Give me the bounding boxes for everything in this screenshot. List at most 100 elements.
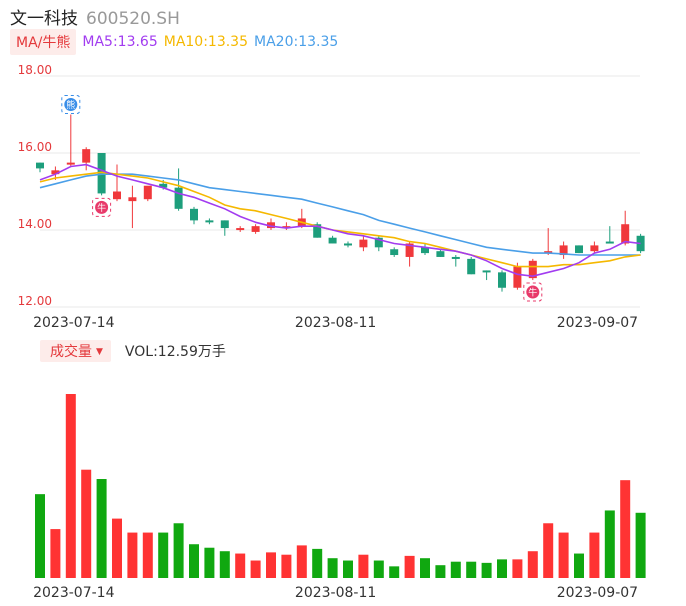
candle-body: [482, 270, 491, 273]
volume-bar: [420, 558, 430, 578]
candle: [451, 255, 460, 267]
candle: [267, 218, 275, 230]
volume-bar: [204, 547, 215, 578]
candle: [344, 241, 352, 248]
candle-body: [205, 220, 214, 223]
candle: [236, 226, 245, 232]
volume-bar: [127, 532, 138, 578]
volume-bar: [574, 553, 584, 578]
ma10-legend: MA10:13.35: [163, 34, 249, 50]
candle-body: [66, 162, 75, 165]
candle-body: [528, 260, 537, 279]
ma10-line: [39, 171, 641, 268]
x-tick-label: 2023-09-07: [557, 315, 638, 331]
y-tick-label: 18.00: [18, 63, 52, 77]
x-tick-label: 2023-08-11: [295, 585, 376, 601]
volume-bars: [35, 394, 646, 578]
ma20-legend: MA20:13.35: [254, 34, 339, 50]
marker-glyph: 熊: [66, 99, 75, 111]
volume-indicator-button[interactable]: 成交量 ▼: [40, 340, 111, 362]
candle: [82, 147, 91, 171]
candle: [190, 206, 198, 225]
volume-bar: [327, 558, 338, 578]
candle-body: [436, 251, 445, 257]
candle-body: [621, 224, 630, 244]
bull-icon[interactable]: 牛: [523, 282, 543, 302]
candle-body: [51, 170, 60, 175]
volume-bar: [589, 532, 600, 578]
candle: [251, 224, 260, 234]
candle: [174, 168, 183, 211]
volume-bar: [281, 554, 292, 578]
candle: [220, 220, 229, 236]
candle-body: [267, 222, 275, 229]
volume-bar: [620, 480, 631, 578]
volume-date-axis: 2023-07-14 2023-08-11 2023-09-07: [33, 585, 638, 601]
candle: [128, 185, 137, 229]
candle-body: [544, 251, 553, 254]
candle: [467, 256, 476, 275]
marker-glyph: 牛: [97, 202, 106, 214]
marker-dot: [526, 285, 540, 299]
candle: [66, 114, 75, 167]
candle-body: [421, 247, 429, 254]
candle-body: [374, 237, 383, 248]
volume-bar: [373, 560, 384, 578]
candle-body: [513, 266, 522, 288]
candle-body: [36, 162, 44, 169]
volume-legend: 成交量 ▼ VOL:12.59万手: [40, 340, 226, 362]
volume-bar: [512, 559, 523, 578]
y-tick-label: 16.00: [18, 140, 52, 154]
volume-bar: [450, 561, 461, 578]
caret-down-icon: ▼: [96, 347, 103, 357]
candle-body: [605, 241, 614, 244]
candle: [621, 210, 630, 246]
candle: [359, 235, 368, 252]
candle: [113, 164, 121, 202]
candle-body: [190, 208, 198, 221]
candle-body: [467, 258, 476, 275]
price-date-axis: 2023-07-14 2023-08-11 2023-09-07: [33, 315, 638, 331]
marker-frame: [523, 282, 543, 302]
candle-body: [174, 187, 183, 209]
candle: [205, 218, 214, 225]
candle: [436, 249, 445, 257]
bear-icon[interactable]: 熊: [61, 95, 81, 114]
volume-bar: [219, 551, 230, 578]
candle: [605, 226, 614, 244]
x-tick-label: 2023-09-07: [557, 585, 638, 601]
candle-body: [128, 197, 137, 202]
bull-icon[interactable]: 牛: [92, 197, 112, 217]
volume-bar: [142, 532, 153, 578]
volume-bar: [81, 469, 92, 578]
volume-bar: [266, 552, 276, 578]
candle: [575, 245, 583, 254]
candle: [374, 235, 383, 252]
volume-bar: [343, 560, 353, 578]
volume-bar: [50, 529, 61, 578]
price-grid: [40, 75, 640, 308]
volume-bar: [173, 523, 184, 578]
volume-bar: [358, 554, 369, 578]
candle-body: [390, 249, 399, 256]
x-tick-label: 2023-08-11: [295, 315, 376, 331]
ma20-line: [39, 173, 641, 256]
candle-body: [344, 243, 352, 246]
candle: [544, 228, 553, 256]
ma-toggle-button[interactable]: MA/牛熊: [10, 29, 77, 55]
volume-bar: [604, 510, 615, 578]
volume-bar: [497, 559, 507, 578]
candle-body: [575, 245, 583, 254]
candle: [559, 241, 568, 259]
y-tick-label: 12.00: [18, 294, 52, 308]
x-tick-label: 2023-07-14: [33, 315, 114, 331]
candle: [313, 222, 322, 238]
candle-body: [97, 153, 106, 194]
volume-bar: [158, 532, 169, 578]
volume-bar: [250, 560, 261, 578]
candle-body: [251, 226, 260, 232]
candle-body: [236, 228, 245, 231]
volume-bar: [435, 565, 446, 578]
candle-body: [82, 149, 91, 163]
